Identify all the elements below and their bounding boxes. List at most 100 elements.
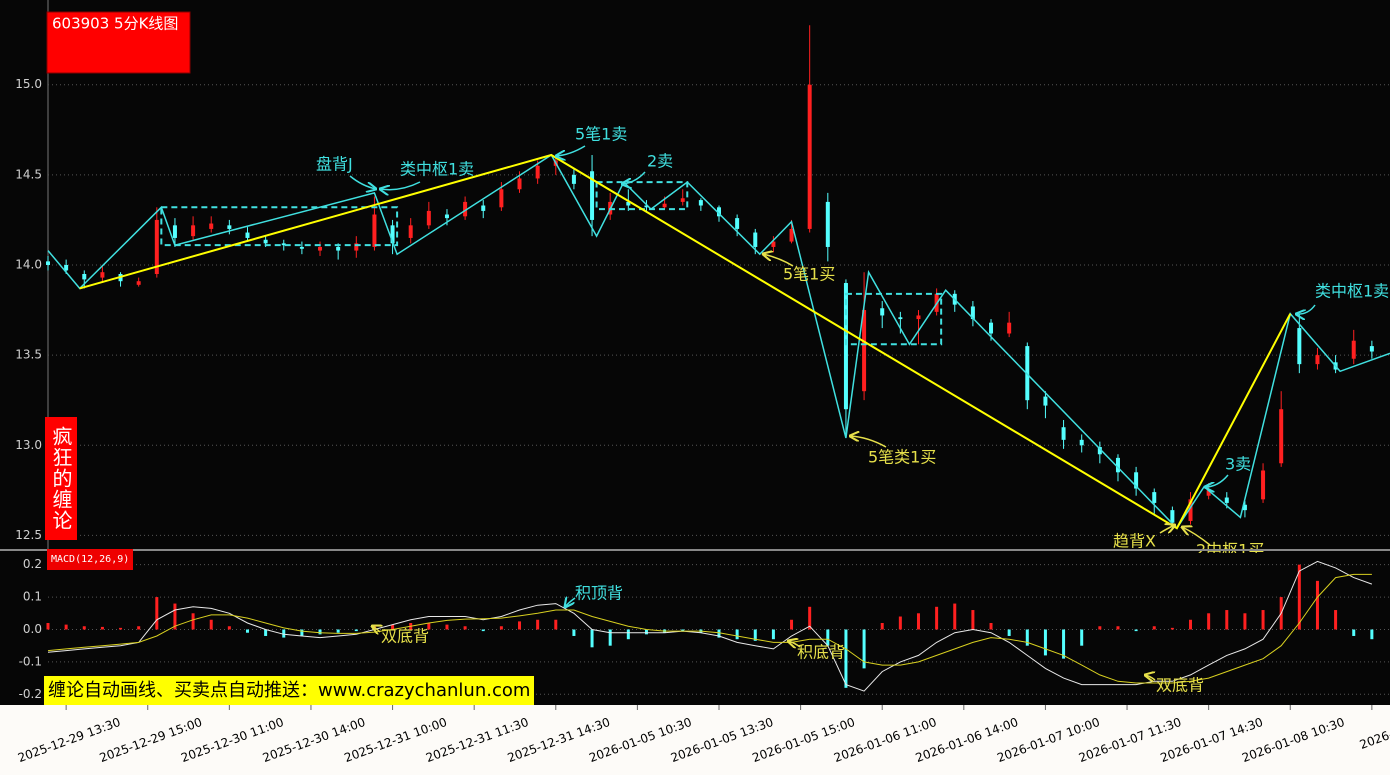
macd-bar: [391, 624, 395, 630]
candle-body: [1043, 396, 1048, 406]
candle-body: [771, 241, 776, 247]
macd-bar: [826, 629, 830, 646]
annotation: 趋背X: [1113, 532, 1156, 551]
macd-bar: [1189, 619, 1193, 630]
candle-body: [299, 246, 304, 249]
candle-body: [481, 205, 486, 211]
macd-bar: [282, 629, 286, 638]
macd-bar: [209, 619, 213, 630]
bi-line: [47, 153, 1390, 530]
candle-body: [463, 201, 468, 217]
candle-body: [1188, 499, 1193, 521]
candle-body: [1061, 427, 1066, 440]
macd-bar: [1080, 629, 1084, 646]
macd-bar: [64, 624, 68, 630]
candle-body: [862, 310, 867, 392]
candle-body: [426, 210, 431, 226]
candle-body: [318, 246, 323, 251]
annotation: 盘背J: [316, 155, 353, 174]
macd-bar: [227, 626, 231, 630]
macd-bar: [1315, 580, 1319, 630]
candle-body: [590, 171, 595, 220]
date-area: [0, 705, 1390, 775]
candle-body: [1115, 457, 1120, 473]
macd-bar: [1352, 629, 1356, 636]
candle-body: [1152, 492, 1157, 503]
annotation-arrow: [565, 598, 576, 607]
annotation-arrow: [556, 145, 586, 156]
annotation: 5笔1买: [783, 265, 835, 284]
candle-body: [209, 223, 214, 229]
macd-bar: [935, 606, 939, 630]
candle-body: [1279, 409, 1284, 464]
candle-body: [517, 178, 522, 190]
macd-bar: [554, 619, 558, 630]
annotation-arrow: [1182, 527, 1211, 546]
macd-bar: [137, 626, 141, 630]
macd-bar: [1297, 564, 1301, 630]
candle-body: [1007, 322, 1012, 334]
macd-bar: [1334, 610, 1338, 630]
candle-body: [989, 322, 994, 334]
macd-bar: [463, 626, 467, 630]
macd-bar: [1261, 610, 1265, 630]
candle-body: [880, 308, 885, 316]
annotation: 2卖: [647, 152, 673, 171]
macd-bar: [354, 629, 358, 632]
candle-body: [1351, 340, 1356, 359]
macd-bar: [971, 610, 975, 630]
candle-body: [916, 315, 921, 320]
macd-bar: [844, 629, 848, 688]
y-tick-label: 0.1: [23, 590, 42, 604]
candle-body: [1134, 472, 1139, 489]
annotation: 双底背: [1156, 676, 1204, 695]
candle-body: [970, 306, 975, 320]
chart-title: 603903 5分K线图: [52, 15, 178, 33]
macd-bar: [753, 629, 757, 641]
candle-body: [499, 189, 504, 208]
candle-body: [154, 219, 159, 274]
macd-bar: [771, 629, 775, 640]
candle-body: [717, 207, 721, 217]
candle-body: [1206, 490, 1211, 496]
candle-body: [136, 281, 141, 285]
pivot-box: [844, 292, 943, 346]
macd-bar: [427, 623, 431, 630]
annotation-arrow: [788, 641, 801, 647]
macd-bar: [626, 629, 630, 640]
candle-body: [626, 201, 631, 206]
candle-body: [245, 232, 250, 238]
macd-bar: [445, 624, 449, 630]
annotation-arrow: [622, 171, 646, 184]
candle-body: [644, 205, 649, 208]
macd-bar: [82, 626, 86, 630]
candle-body: [535, 165, 540, 179]
macd-bar: [191, 613, 195, 630]
candle-body: [807, 84, 812, 229]
candle-body: [1261, 470, 1266, 500]
candle-body: [390, 225, 395, 244]
y-tick-label: 14.5: [15, 167, 42, 181]
candle-body: [789, 228, 794, 242]
macd-bar: [518, 621, 522, 630]
macd-label: MACD(12,26,9): [47, 549, 134, 570]
annotation-arrow: [1296, 304, 1316, 314]
macd-bar: [481, 629, 485, 632]
macd-bar: [880, 623, 884, 630]
macd-bar: [318, 629, 322, 635]
macd-bar: [572, 629, 576, 636]
macd-bar: [1170, 627, 1174, 630]
y-tick-label: 0.0: [23, 622, 42, 636]
annotation-arrow: [763, 254, 794, 267]
macd-bar: [245, 629, 249, 633]
macd-bar: [953, 603, 957, 630]
annotation: 积顶背: [575, 584, 623, 603]
macd-bar: [1098, 626, 1102, 630]
candle-body: [1097, 447, 1102, 455]
candle-body: [1224, 497, 1229, 503]
candle-body: [444, 214, 449, 219]
annotation: 积底背: [797, 643, 845, 662]
candle-body: [1170, 510, 1175, 523]
candle-body: [1369, 346, 1374, 352]
